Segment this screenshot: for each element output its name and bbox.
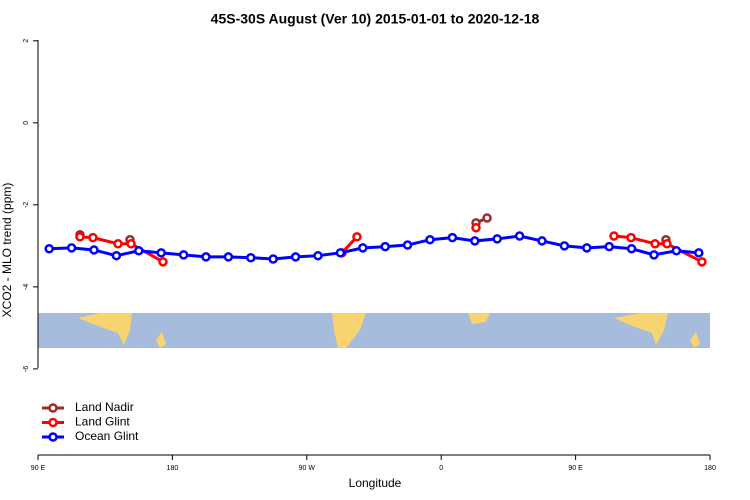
chart-title: 45S-30S August (Ver 10) 2015-01-01 to 20… bbox=[211, 11, 540, 27]
data-point bbox=[402, 240, 413, 250]
map-strip bbox=[38, 313, 710, 348]
data-point bbox=[113, 239, 123, 249]
data-point bbox=[626, 232, 636, 243]
data-point bbox=[697, 257, 707, 267]
data-point bbox=[559, 241, 570, 251]
data-point bbox=[246, 252, 256, 263]
data-point bbox=[482, 213, 492, 223]
data-point bbox=[537, 236, 547, 246]
series-line bbox=[49, 234, 699, 261]
x-tick-label: 90 W bbox=[299, 465, 316, 472]
x-tick-label: 180 bbox=[167, 465, 179, 472]
data-point bbox=[158, 257, 168, 267]
y-tick-label: 0 bbox=[23, 121, 30, 125]
data-point bbox=[126, 239, 136, 249]
data-point bbox=[671, 246, 682, 256]
data-point bbox=[492, 234, 502, 244]
x-tick-label: 0 bbox=[439, 465, 443, 472]
x-tick-label: 180 bbox=[704, 465, 716, 472]
data-point bbox=[649, 250, 659, 260]
y-tick-label: -4 bbox=[23, 284, 30, 290]
data-point bbox=[694, 248, 704, 258]
legend-marker bbox=[48, 432, 58, 442]
data-point bbox=[471, 223, 481, 233]
data-point bbox=[75, 232, 85, 242]
data-point bbox=[335, 248, 346, 258]
data-point bbox=[313, 250, 323, 261]
data-point bbox=[201, 252, 211, 262]
y-axis-label: XCO2 - MLO trend (ppm) bbox=[0, 183, 14, 318]
y-tick-label: -2 bbox=[23, 202, 30, 208]
data-point bbox=[425, 234, 435, 245]
data-point bbox=[352, 232, 362, 242]
legend-marker bbox=[48, 417, 58, 428]
y-tick-label: 2 bbox=[23, 39, 30, 43]
data-point bbox=[178, 250, 189, 260]
data-point bbox=[604, 241, 614, 252]
data-point bbox=[609, 231, 619, 241]
data-point bbox=[582, 243, 592, 253]
data-point bbox=[358, 243, 368, 253]
y-tick-label: -6 bbox=[23, 366, 30, 372]
data-point bbox=[470, 236, 480, 246]
data-point bbox=[88, 232, 98, 243]
legend-label: Land Nadir bbox=[75, 400, 134, 414]
data-point bbox=[626, 243, 637, 254]
x-tick-label: 90 E bbox=[568, 465, 583, 472]
data-point bbox=[134, 246, 144, 256]
legend-label: Ocean Glint bbox=[75, 429, 139, 443]
data-point bbox=[662, 239, 672, 249]
data-point bbox=[650, 239, 660, 249]
data-point bbox=[290, 252, 301, 262]
data-point bbox=[514, 231, 525, 241]
data-point bbox=[268, 254, 278, 264]
x-axis-label: Longitude bbox=[349, 476, 402, 490]
data-point bbox=[44, 243, 54, 254]
data-point bbox=[66, 243, 77, 253]
data-point bbox=[447, 232, 458, 243]
data-point bbox=[380, 241, 390, 252]
x-tick-label: 90 E bbox=[31, 465, 46, 472]
legend-label: Land Glint bbox=[75, 415, 130, 429]
data-point bbox=[156, 248, 166, 258]
legend-marker bbox=[48, 403, 58, 413]
data-point bbox=[89, 245, 99, 255]
data-point bbox=[223, 252, 234, 262]
data-point bbox=[111, 250, 122, 261]
